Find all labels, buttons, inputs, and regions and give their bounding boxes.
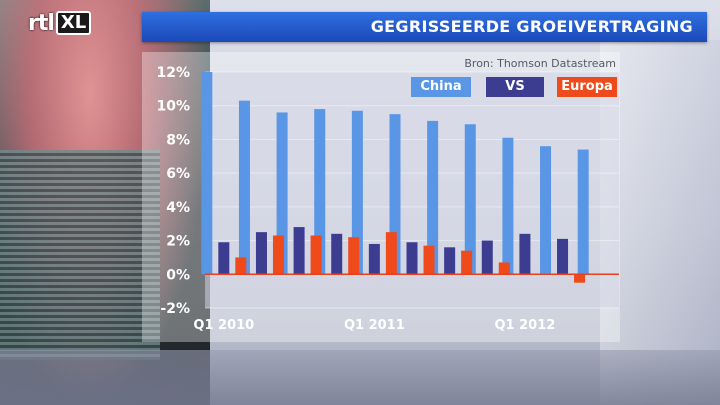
bottom-band bbox=[0, 350, 720, 405]
bar-china bbox=[427, 120, 439, 275]
y-tick-label: 6% bbox=[166, 166, 190, 182]
bar-vs bbox=[406, 242, 418, 275]
bar-china bbox=[464, 124, 476, 275]
x-tick-label: Q1 2010 bbox=[193, 318, 254, 333]
bar-china bbox=[201, 72, 213, 275]
bar-china bbox=[540, 146, 552, 275]
bar-vs bbox=[368, 243, 380, 275]
channel-logo: rtl XL bbox=[28, 10, 92, 36]
y-tick-label: -2% bbox=[160, 301, 190, 317]
bar-europa bbox=[272, 235, 284, 275]
bar-vs bbox=[557, 238, 569, 275]
legend-europa: Europa bbox=[557, 77, 617, 97]
chart-title: GEGRISSEERDE GROEIVERTRAGING bbox=[370, 17, 693, 36]
bar-europa bbox=[235, 257, 247, 275]
logo-brand: rtl bbox=[28, 10, 55, 36]
bars bbox=[201, 72, 589, 283]
bar-vs bbox=[444, 247, 456, 275]
background-panel bbox=[600, 40, 720, 405]
legend-china: China bbox=[411, 77, 471, 97]
bar-china bbox=[389, 114, 401, 275]
legend-vs: VS bbox=[486, 77, 544, 97]
money-stack-background bbox=[0, 150, 160, 360]
bar-china bbox=[502, 137, 514, 275]
logo-channel: XL bbox=[55, 11, 92, 35]
x-tick-label: Q1 2012 bbox=[495, 318, 556, 333]
bar-china bbox=[276, 112, 288, 275]
bar-vs bbox=[481, 240, 493, 275]
bar-vs bbox=[293, 227, 305, 275]
bar-china bbox=[351, 110, 363, 275]
bar-europa bbox=[498, 262, 510, 275]
bar-china bbox=[577, 149, 589, 275]
title-bar: GEGRISSEERDE GROEIVERTRAGING bbox=[142, 12, 707, 42]
bar-china bbox=[238, 100, 250, 275]
y-tick-label: 0% bbox=[166, 267, 190, 283]
bar-europa bbox=[461, 250, 473, 275]
y-tick-label: 2% bbox=[166, 234, 190, 250]
bar-vs bbox=[255, 232, 267, 275]
y-tick-labels: 12% 10% 8% 6% 4% 2% 0% -2% bbox=[156, 65, 190, 317]
y-tick-label: 10% bbox=[156, 99, 190, 115]
bar-vs bbox=[218, 242, 230, 275]
y-tick-label: 8% bbox=[166, 132, 190, 148]
source-note: Bron: Thomson Datastream bbox=[464, 57, 616, 70]
x-tick-label: Q1 2011 bbox=[344, 318, 405, 333]
bar-europa bbox=[310, 235, 322, 275]
bar-europa bbox=[385, 232, 397, 275]
y-tick-label: 4% bbox=[166, 200, 190, 216]
x-tick-labels: Q1 2010 Q1 2011 Q1 2012 bbox=[193, 318, 555, 333]
bar-vs bbox=[519, 233, 531, 275]
bar-vs bbox=[331, 233, 343, 275]
bar-europa bbox=[423, 245, 435, 275]
bar-china bbox=[314, 109, 326, 275]
y-tick-label: 12% bbox=[156, 65, 190, 81]
bar-europa bbox=[348, 237, 360, 275]
bar-europa bbox=[574, 274, 586, 283]
